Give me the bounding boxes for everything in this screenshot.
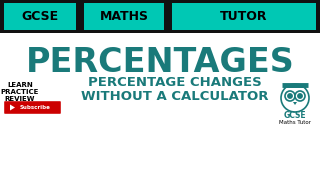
Text: MATHS: MATHS — [100, 10, 148, 23]
Text: Subscribe: Subscribe — [20, 105, 51, 110]
Text: LEARN: LEARN — [7, 82, 33, 88]
Bar — [84, 3, 164, 30]
Bar — [0, 0, 320, 33]
Bar — [4, 3, 76, 30]
Text: REVIEW: REVIEW — [5, 96, 35, 102]
Text: TUTOR: TUTOR — [220, 10, 268, 23]
Circle shape — [281, 84, 309, 112]
Text: GCSE: GCSE — [21, 10, 59, 23]
Circle shape — [285, 91, 295, 101]
Circle shape — [295, 91, 305, 101]
Text: Maths Tutor: Maths Tutor — [279, 120, 311, 125]
Text: PERCENTAGES: PERCENTAGES — [26, 46, 294, 78]
Bar — [172, 3, 316, 30]
Text: WITHOUT A CALCULATOR: WITHOUT A CALCULATOR — [81, 89, 269, 102]
Circle shape — [298, 94, 302, 98]
Circle shape — [288, 94, 292, 98]
Polygon shape — [293, 102, 297, 105]
Text: GCSE: GCSE — [284, 111, 306, 120]
Bar — [284, 84, 306, 88]
Polygon shape — [10, 105, 15, 111]
FancyBboxPatch shape — [4, 101, 61, 114]
Text: PERCENTAGE CHANGES: PERCENTAGE CHANGES — [88, 75, 262, 89]
Text: PRACTICE: PRACTICE — [1, 89, 39, 95]
